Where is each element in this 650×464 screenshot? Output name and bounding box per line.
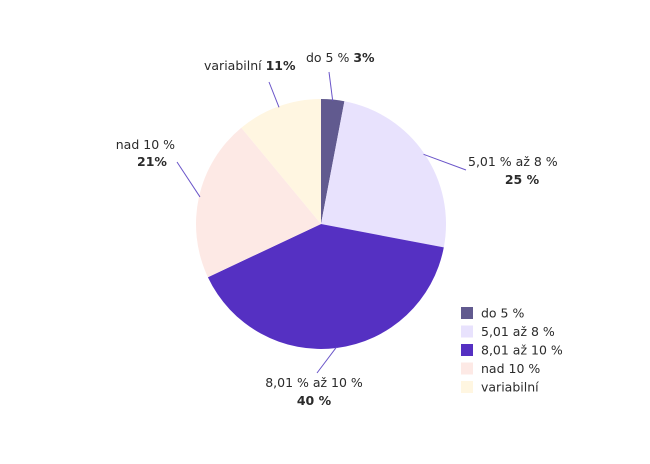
pie-slice-5-01-az-8: [321, 101, 447, 248]
pie-slice-nad-10: [196, 127, 321, 278]
slice-label-5-01-az-8: 5,01 % až 8 %: [468, 154, 558, 169]
pie-slice-8-01-az-10: [207, 224, 444, 349]
leader-line-nad-10: [176, 161, 201, 198]
legend-label-8-01-az-10: 8,01 až 10 %: [481, 343, 563, 358]
legend-label-nad-10: nad 10 %: [481, 361, 540, 376]
slice-value-do-5: 3%: [353, 50, 375, 65]
leader-line-8-01-az-10: [316, 346, 337, 374]
legend-swatch-8-01-az-10: [461, 344, 473, 356]
slice-label-nad-10: nad 10 %: [116, 137, 175, 152]
legend-swatch-nad-10: [461, 362, 473, 375]
slice-value-5-01-az-8: 25 %: [505, 172, 540, 187]
pie-slice-do-5: [321, 98, 345, 224]
slice-label-8-01-az-10: 8,01 % až 10 %: [265, 375, 363, 390]
slice-label-do-5: do 5 % 3%: [306, 50, 375, 65]
slice-value-nad-10: 21%: [137, 154, 167, 169]
legend-label-variabilni: variabilní: [481, 380, 539, 395]
pie-slice-variabilni: [241, 99, 321, 224]
slice-label-variabilni: variabilní 11%: [204, 58, 296, 73]
legend-label-5-01-az-8: 5,01 až 8 %: [481, 324, 555, 339]
slice-value-variabilni: 11%: [266, 58, 296, 73]
legend-swatch-variabilni: [461, 381, 473, 393]
leader-line-5-01-az-8: [423, 153, 467, 171]
slice-labels: do 5 % 3% 5,01 % až 8 % 25 % 8,01 % až 10 %…: [116, 50, 558, 408]
legend-swatch-do-5: [461, 307, 473, 319]
leader-lines: [176, 71, 467, 374]
leader-line-variabilni: [268, 81, 280, 108]
legend-swatch-5-01-az-8: [461, 325, 473, 338]
leader-line-do-5: [328, 71, 334, 101]
legend: do 5 % 5,01 až 8 % 8,01 až 10 % nad 10 % var…: [461, 306, 563, 395]
slice-value-8-01-az-10: 40 %: [297, 393, 332, 408]
legend-label-do-5: do 5 %: [481, 306, 524, 321]
pie-slices: [196, 98, 447, 349]
